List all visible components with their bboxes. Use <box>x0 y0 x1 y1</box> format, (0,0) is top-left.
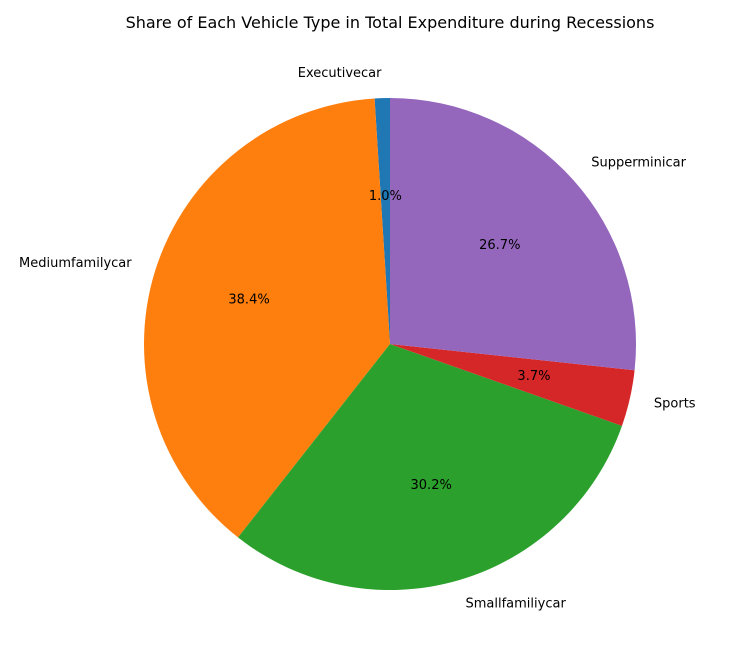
pie-slice-mediumfamilycar <box>143 98 390 538</box>
slice-label-smallfamiliycar: Smallfamiliycar <box>465 596 566 611</box>
pie-slice-executivecar <box>374 98 390 344</box>
slice-percent-mediumfamilycar: 38.4% <box>228 293 269 308</box>
slice-label-supperminicar: Supperminicar <box>591 156 686 171</box>
slice-label-mediumfamilycar: Mediumfamilycar <box>19 256 132 271</box>
pie-labels: Executivecar 1.0% Mediumfamilycar 38.4% Smal… <box>19 66 696 611</box>
slice-label-sports: Sports <box>654 396 696 411</box>
pie-slice-sports <box>390 344 635 426</box>
pie-slice-smallfamiliycar <box>238 344 622 590</box>
slice-percent-sports: 3.7% <box>517 369 550 384</box>
slice-percent-smallfamiliycar: 30.2% <box>411 478 452 493</box>
pie-slices <box>143 98 636 590</box>
slice-percent-supperminicar: 26.7% <box>479 238 520 253</box>
slice-label-executivecar: Executivecar <box>298 66 382 81</box>
slice-percent-executivecar: 1.0% <box>369 189 402 204</box>
chart-title: Share of Each Vehicle Type in Total Expe… <box>126 13 655 32</box>
pie-slice-supperminicar <box>390 98 636 371</box>
